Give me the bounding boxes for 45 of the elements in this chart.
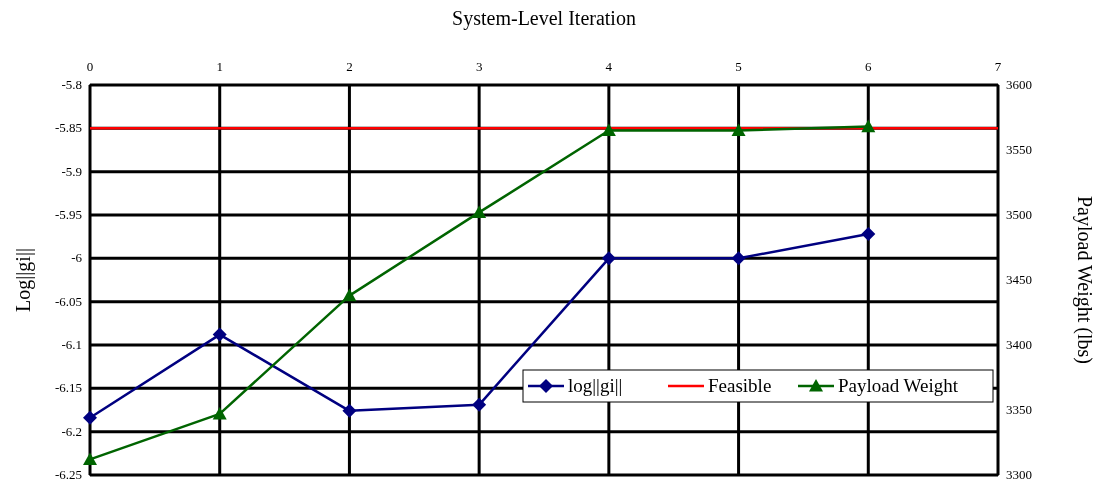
y-tick-label: -5.85: [54, 120, 82, 136]
point: [342, 403, 357, 418]
y-tick-label: -5.95: [54, 207, 82, 222]
legend-label: Payload Weight: [838, 375, 959, 396]
point: [601, 123, 616, 137]
point: [861, 227, 876, 242]
y2-tick-label: 3350: [1006, 402, 1032, 417]
x-axis-title: System-Level Iteration: [452, 7, 636, 30]
point: [342, 288, 357, 302]
y2-tick-label: 3550: [1006, 142, 1032, 157]
y-tick-label: -6.1: [61, 337, 82, 352]
point: [472, 397, 487, 412]
y-axis-title: Log||gi||: [12, 248, 35, 312]
y2-tick-label: 3300: [1006, 467, 1032, 482]
x-tick-label: 5: [735, 59, 742, 74]
y-tick-label: -6.25: [54, 467, 82, 482]
x-tick-label: 2: [346, 59, 353, 74]
y-tick-label: -6.2: [61, 423, 82, 439]
y-tick-label: -6.05: [54, 293, 82, 309]
y2-axis-title: Payload Weight (lbs): [1073, 196, 1096, 364]
point: [601, 251, 616, 266]
y2-tick-label: 3450: [1006, 272, 1032, 287]
y2-tick-label: 3600: [1006, 77, 1032, 92]
x-tick-label: 1: [216, 59, 223, 74]
x-tick-label: 4: [605, 59, 613, 74]
point: [212, 406, 227, 420]
y-tick-label: -5.8: [61, 77, 82, 92]
point: [472, 205, 487, 218]
x-tick-label: 0: [86, 59, 94, 74]
y-tick-label: -6.15: [54, 380, 82, 396]
y-tick-label: -6: [71, 250, 83, 266]
y2-tick-label: 3500: [1006, 207, 1032, 222]
point: [83, 452, 97, 465]
x-tick-label: 6: [865, 59, 873, 74]
point: [212, 327, 227, 342]
y2-tick-label: 3400: [1006, 337, 1032, 352]
point: [731, 123, 746, 137]
legend-label: log||gi||: [568, 375, 623, 396]
x-tick-label: 3: [475, 59, 483, 74]
y-tick-label: -5.9: [61, 163, 82, 179]
legend-label: Feasible: [708, 375, 772, 396]
point: [83, 410, 97, 425]
point: [731, 251, 746, 266]
point: [861, 119, 876, 133]
x-tick-label: 7: [994, 59, 1002, 74]
